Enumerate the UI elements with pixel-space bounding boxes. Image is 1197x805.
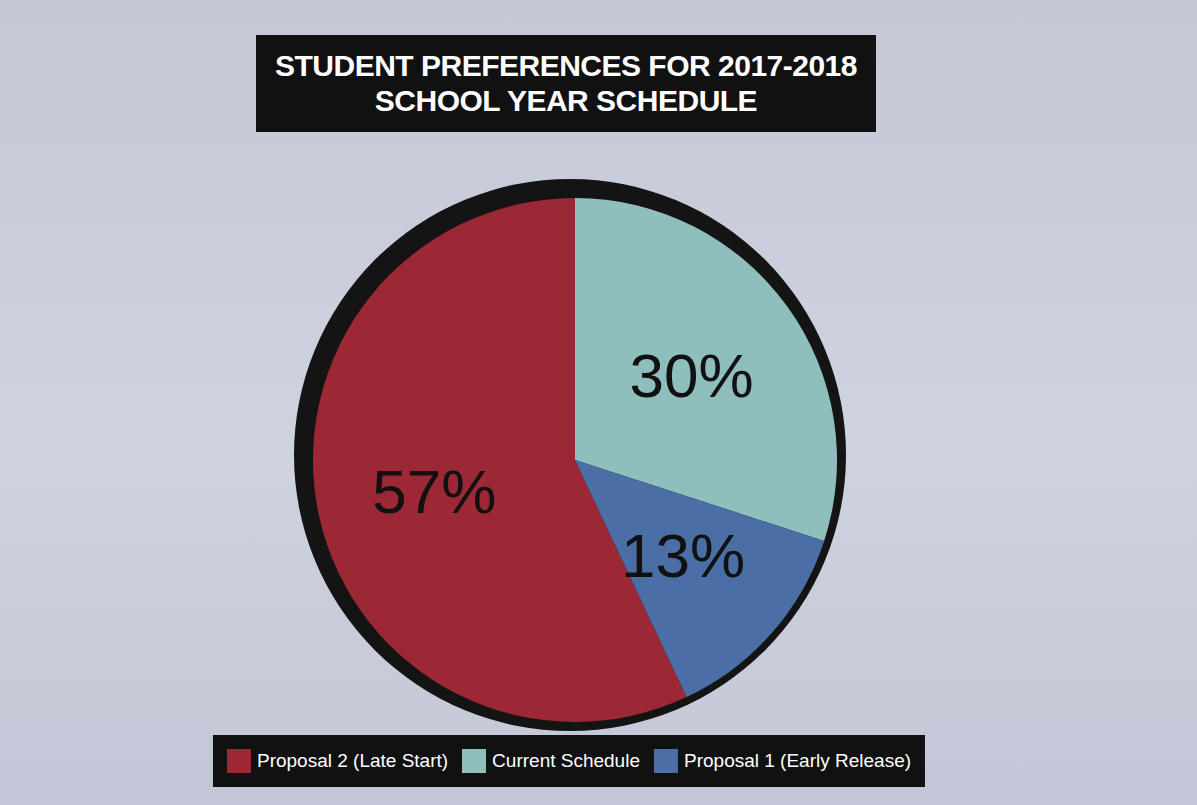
html-text:STUDENT PREFERENCES FOR 2017-2: STUDENT PREFERENCES FOR 2017-2018 SCHOOL… [275,49,857,117]
svg-text:57%: 57% [372,457,496,526]
html-text:Proposal 1 (Early Release): Proposal 1 (Early Release) [684,750,911,771]
html-text:Current Schedule: Current Schedule [492,750,640,771]
svg-text:13%: 13% [621,521,745,590]
svg-text:30%: 30% [630,341,754,410]
html-text:Proposal 2 (Late Start): Proposal 2 (Late Start) [257,750,449,771]
